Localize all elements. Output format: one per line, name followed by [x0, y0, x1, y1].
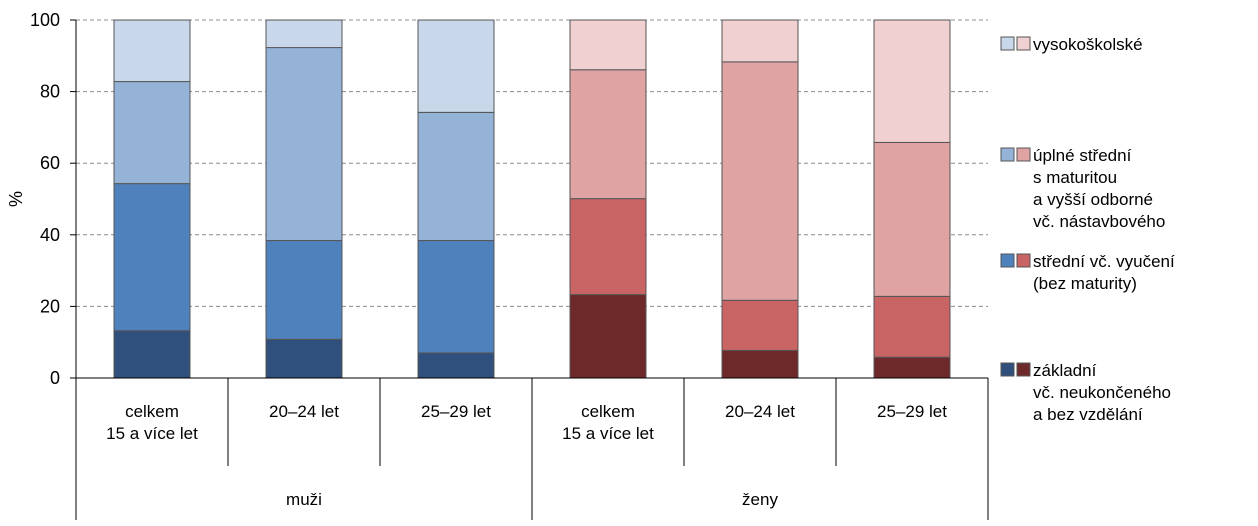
group-label: ženy: [742, 490, 778, 509]
legend-label: základní: [1033, 361, 1097, 380]
legend-label: (bez maturity): [1033, 274, 1137, 293]
bar-segment: [265, 47, 343, 242]
y-tick-label: 60: [40, 153, 60, 173]
legend-label: vč. nástavbového: [1033, 212, 1165, 231]
legend-label: s maturitou: [1033, 168, 1117, 187]
y-tick-label: 20: [40, 296, 60, 316]
legend-label: vysokoškolské: [1033, 35, 1143, 54]
bar-segment: [721, 61, 799, 301]
bar-segment: [569, 69, 647, 200]
legend-label: vč. neukončeného: [1033, 383, 1171, 402]
group-label: muži: [286, 490, 322, 509]
legend-swatch: [1000, 147, 1015, 162]
bar-segment: [569, 294, 647, 379]
y-tick-label: 40: [40, 225, 60, 245]
bar-segment: [417, 111, 495, 242]
bar-segment: [265, 19, 343, 49]
bar-segment: [417, 240, 495, 354]
category-label: 25–29 let: [877, 402, 947, 421]
bar-segment: [265, 338, 343, 379]
legend-swatch: [1016, 253, 1031, 268]
bar-segment: [417, 352, 495, 379]
category-label: celkem: [125, 402, 179, 421]
legend-label: střední vč. vyučení: [1033, 252, 1175, 271]
legend-label: úplné střední: [1033, 146, 1132, 165]
category-label: 20–24 let: [725, 402, 795, 421]
bar-segment: [873, 141, 951, 297]
y-tick-label: 80: [40, 82, 60, 102]
bar-segment: [113, 330, 191, 379]
legend-swatch: [1016, 36, 1031, 51]
bar-segment: [873, 19, 951, 143]
legend-label: a vyšší odborné: [1033, 190, 1153, 209]
bar-segment: [873, 356, 951, 379]
category-label: 20–24 let: [269, 402, 339, 421]
bar-segment: [873, 295, 951, 358]
bar-segment: [113, 19, 191, 83]
y-tick-label: 0: [50, 368, 60, 388]
category-label: 15 a více let: [106, 424, 198, 443]
bar-segment: [113, 81, 191, 185]
legend-swatch: [1016, 147, 1031, 162]
legend-swatch: [1000, 253, 1015, 268]
bar-segment: [265, 240, 343, 340]
legend-swatch: [1000, 362, 1015, 377]
category-label: 15 a více let: [562, 424, 654, 443]
category-label: celkem: [581, 402, 635, 421]
category-label: 25–29 let: [421, 402, 491, 421]
legend-swatch: [1016, 362, 1031, 377]
legend-label: a bez vzdělání: [1033, 405, 1143, 424]
y-tick-label: 100: [30, 10, 60, 30]
bar-segment: [721, 349, 799, 379]
bar-segment: [417, 19, 495, 113]
y-axis-label: %: [6, 191, 26, 207]
bar-segment: [569, 19, 647, 71]
bar-segment: [113, 183, 191, 332]
legend-swatch: [1000, 36, 1015, 51]
bar-segment: [721, 299, 799, 351]
bar-segment: [721, 19, 799, 63]
bar-segment: [569, 198, 647, 296]
